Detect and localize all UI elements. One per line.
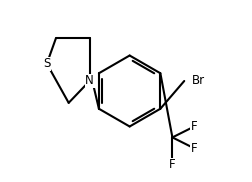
Text: Br: Br [192, 74, 205, 88]
Text: F: F [169, 158, 176, 171]
Text: F: F [191, 142, 198, 155]
Text: F: F [191, 120, 198, 133]
Text: S: S [43, 57, 50, 70]
Text: N: N [85, 74, 94, 88]
